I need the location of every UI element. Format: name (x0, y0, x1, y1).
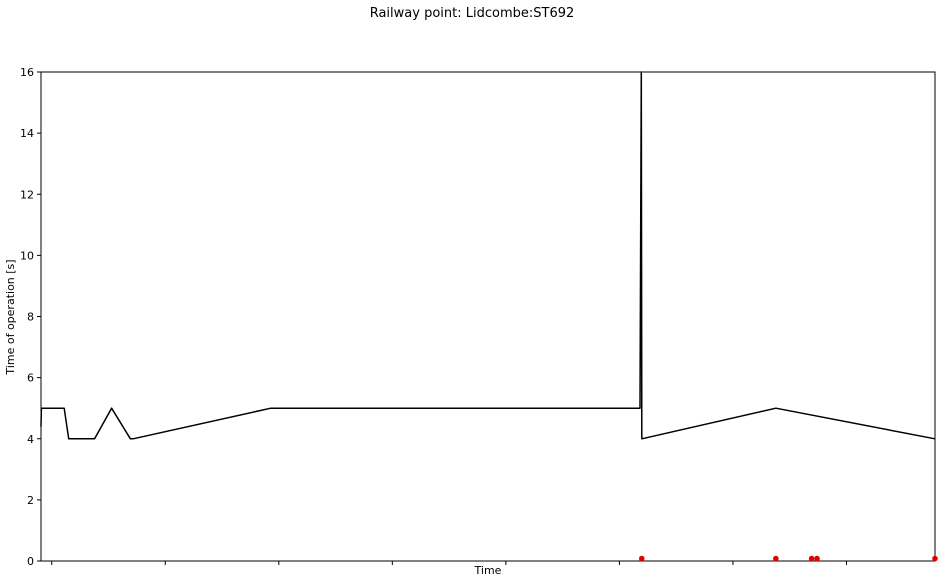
y-tick-label: 16 (20, 66, 34, 79)
y-tick-label: 10 (20, 249, 34, 262)
y-tick-label: 8 (27, 311, 34, 324)
x-axis-label: Time (474, 564, 502, 577)
plot-area (40, 71, 936, 562)
y-axis: 0 2 4 6 8 10 12 14 16 (20, 66, 41, 568)
marker-point (773, 555, 779, 562)
y-tick-label: 0 (27, 555, 34, 568)
marker-point (814, 555, 820, 562)
y-tick-label: 4 (27, 433, 34, 446)
marker-point (808, 555, 815, 562)
plot-frame (40, 71, 936, 562)
marker-point (638, 555, 645, 562)
series-line (40, 71, 936, 440)
series-layer (40, 71, 936, 440)
y-tick-label: 14 (20, 127, 34, 140)
y-tick-label: 12 (20, 188, 34, 201)
y-tick-label: 6 (27, 372, 34, 385)
y-axis-label: Time of operation [s] (4, 259, 17, 375)
marker-point (932, 555, 938, 562)
marker-layer (638, 555, 938, 562)
chart-title: Railway point: Lidcombe:ST692 (370, 6, 575, 21)
x-axis (51, 561, 847, 565)
y-tick-label: 2 (27, 494, 34, 507)
